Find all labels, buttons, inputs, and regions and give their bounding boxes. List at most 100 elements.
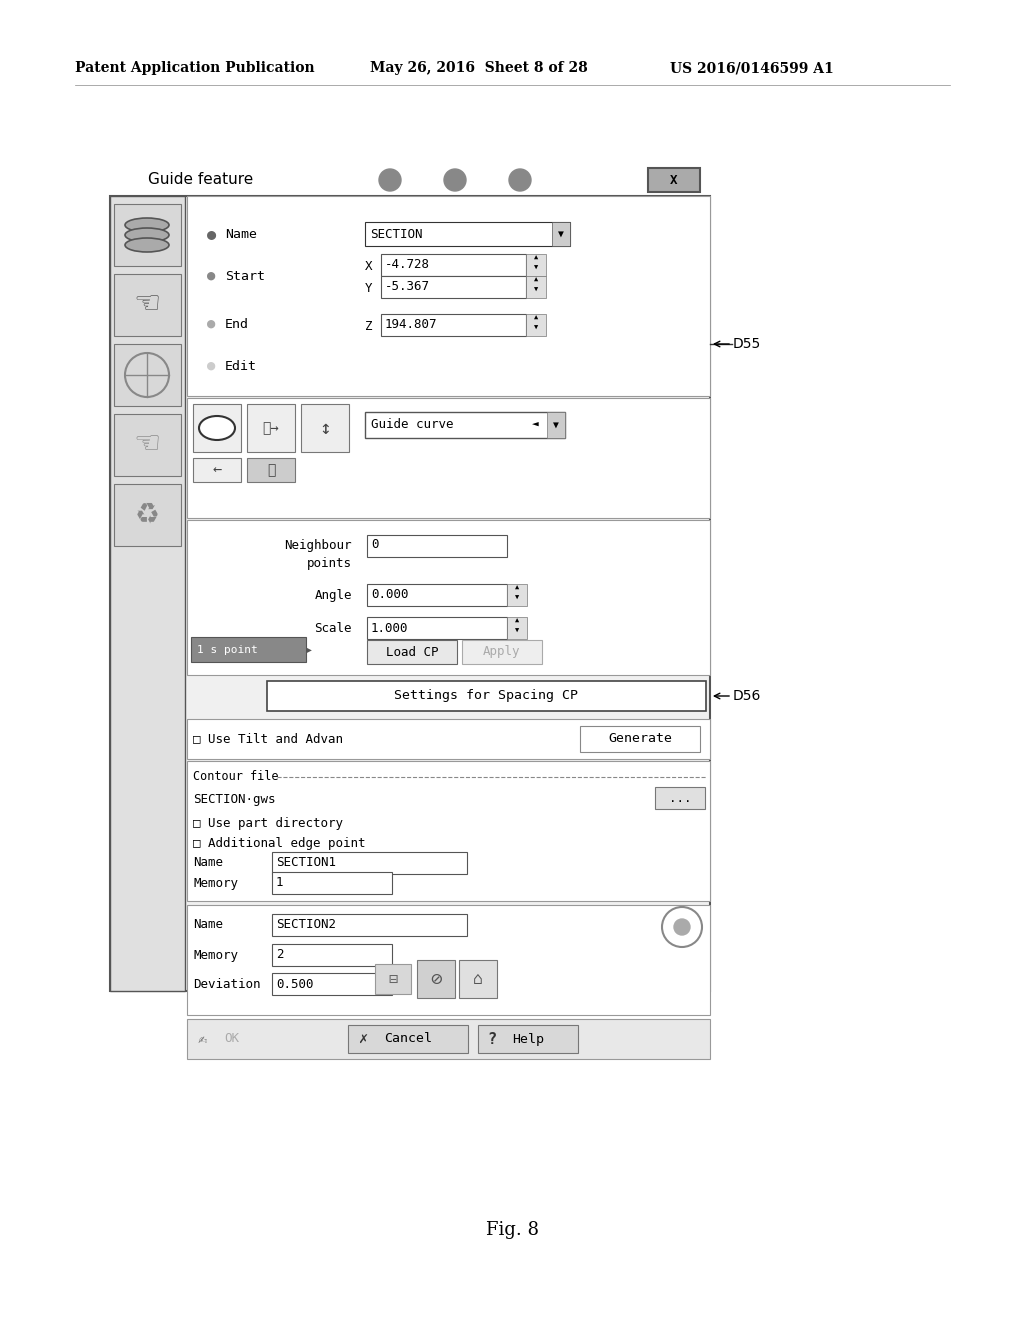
Text: ▼: ▼ (558, 228, 564, 239)
Text: 0.500: 0.500 (276, 978, 313, 991)
Text: □ Use part directory: □ Use part directory (193, 817, 343, 829)
Circle shape (444, 169, 466, 191)
Text: -5.367: -5.367 (385, 281, 430, 293)
Text: ✍: ✍ (198, 1031, 207, 1047)
Text: ▼: ▼ (534, 286, 539, 293)
Text: ✗: ✗ (358, 1031, 368, 1047)
Circle shape (509, 169, 531, 191)
Text: 1 s point: 1 s point (197, 645, 258, 655)
Bar (367, 640, 457, 664)
Text: D55: D55 (733, 337, 761, 351)
Text: SECTION: SECTION (370, 227, 423, 240)
Text: SECTION2: SECTION2 (276, 919, 336, 932)
Bar (187, 399, 710, 517)
Bar (110, 195, 710, 991)
Bar (367, 616, 507, 639)
Text: Generate: Generate (608, 733, 672, 746)
Text: ▼: ▼ (534, 265, 539, 271)
Text: ?: ? (487, 1031, 497, 1047)
Bar (191, 638, 306, 663)
Text: ∿: ∿ (267, 463, 275, 477)
Bar (187, 762, 710, 902)
Text: ▲: ▲ (534, 255, 539, 261)
Bar (526, 276, 546, 298)
Bar (367, 535, 507, 557)
Bar (272, 873, 392, 894)
Text: D56: D56 (733, 689, 762, 704)
Text: ☜: ☜ (133, 290, 161, 319)
Bar (187, 906, 710, 1015)
Text: 1.000: 1.000 (371, 622, 409, 635)
Bar (301, 404, 349, 451)
Text: Guide curve: Guide curve (371, 418, 454, 432)
Bar (187, 520, 710, 675)
Text: ∿→: ∿→ (262, 421, 280, 436)
Bar (187, 1019, 710, 1059)
Text: ▲: ▲ (534, 277, 539, 282)
Bar (381, 253, 526, 276)
Bar (375, 964, 411, 994)
Bar (365, 412, 565, 438)
Text: May 26, 2016  Sheet 8 of 28: May 26, 2016 Sheet 8 of 28 (370, 61, 588, 75)
Bar (547, 412, 565, 438)
Bar (187, 195, 710, 396)
Text: Fig. 8: Fig. 8 (485, 1221, 539, 1239)
Ellipse shape (125, 218, 169, 232)
Text: Name: Name (193, 919, 223, 932)
Text: Start: Start (225, 269, 265, 282)
Text: 2: 2 (276, 949, 284, 961)
Text: ▲: ▲ (515, 585, 519, 591)
Text: 1: 1 (276, 876, 284, 890)
Text: ▼: ▼ (515, 628, 519, 634)
Text: Y: Y (365, 281, 373, 294)
Text: ▲: ▲ (515, 618, 519, 624)
Text: ▶: ▶ (306, 645, 312, 655)
Text: ●: ● (207, 359, 215, 374)
Text: 194.807: 194.807 (385, 318, 437, 331)
Bar (462, 640, 542, 664)
Text: Angle: Angle (314, 589, 352, 602)
Bar (187, 719, 710, 759)
Ellipse shape (199, 416, 234, 440)
Text: ▼: ▼ (515, 595, 519, 601)
Bar (580, 726, 700, 752)
Bar (526, 314, 546, 337)
Circle shape (379, 169, 401, 191)
Text: Scale: Scale (314, 622, 352, 635)
Text: X: X (365, 260, 373, 272)
Bar (507, 583, 527, 606)
Bar (417, 960, 455, 998)
Text: ◄: ◄ (531, 420, 539, 430)
Text: SECTION1: SECTION1 (276, 857, 336, 870)
Text: Guide feature: Guide feature (148, 173, 253, 187)
Bar (526, 253, 546, 276)
Text: ☜: ☜ (133, 430, 161, 459)
Text: Cancel: Cancel (384, 1032, 432, 1045)
Text: X: X (671, 173, 678, 186)
Bar (114, 205, 181, 267)
Ellipse shape (125, 238, 169, 252)
Bar (272, 913, 467, 936)
Bar (114, 345, 181, 407)
Bar (381, 314, 526, 337)
Bar (459, 960, 497, 998)
Text: ...: ... (669, 792, 691, 804)
Ellipse shape (125, 228, 169, 242)
Bar (348, 1026, 468, 1053)
Text: -4.728: -4.728 (385, 259, 430, 272)
Circle shape (674, 919, 690, 935)
Text: points: points (307, 557, 352, 569)
Text: ●: ● (207, 269, 215, 282)
Bar (365, 222, 570, 246)
Text: Name: Name (193, 857, 223, 870)
Text: OK: OK (224, 1032, 240, 1045)
Text: ●: ● (207, 317, 215, 331)
Text: Patent Application Publication: Patent Application Publication (75, 61, 314, 75)
Text: □ Use Tilt and Advan: □ Use Tilt and Advan (193, 733, 343, 746)
Bar (478, 1026, 578, 1053)
Text: Memory: Memory (193, 949, 238, 961)
Bar (272, 851, 467, 874)
Text: ●: ● (207, 227, 216, 242)
Bar (272, 973, 392, 995)
Bar (272, 944, 392, 966)
